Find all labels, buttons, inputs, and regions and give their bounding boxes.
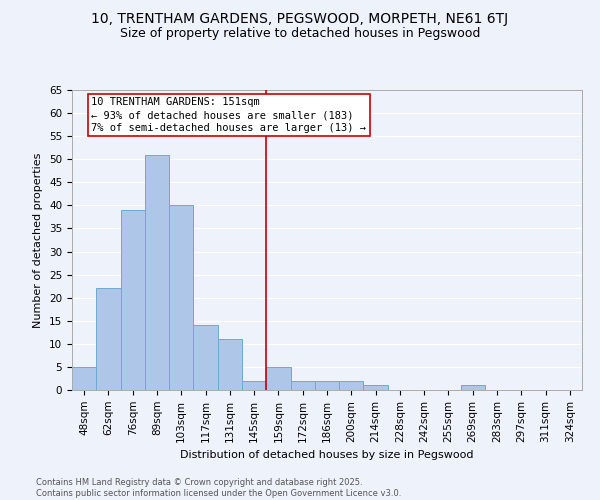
Bar <box>193 326 218 390</box>
Bar <box>315 381 339 390</box>
Y-axis label: Number of detached properties: Number of detached properties <box>34 152 43 328</box>
X-axis label: Distribution of detached houses by size in Pegswood: Distribution of detached houses by size … <box>180 450 474 460</box>
Text: Contains HM Land Registry data © Crown copyright and database right 2025.
Contai: Contains HM Land Registry data © Crown c… <box>36 478 401 498</box>
Bar <box>242 381 266 390</box>
Bar <box>169 206 193 390</box>
Bar <box>218 339 242 390</box>
Text: 10 TRENTHAM GARDENS: 151sqm
← 93% of detached houses are smaller (183)
7% of sem: 10 TRENTHAM GARDENS: 151sqm ← 93% of det… <box>91 97 367 134</box>
Bar <box>121 210 145 390</box>
Text: 10, TRENTHAM GARDENS, PEGSWOOD, MORPETH, NE61 6TJ: 10, TRENTHAM GARDENS, PEGSWOOD, MORPETH,… <box>91 12 509 26</box>
Bar <box>290 381 315 390</box>
Bar <box>72 367 96 390</box>
Bar <box>339 381 364 390</box>
Bar <box>461 386 485 390</box>
Bar <box>96 288 121 390</box>
Text: Size of property relative to detached houses in Pegswood: Size of property relative to detached ho… <box>120 28 480 40</box>
Bar <box>145 154 169 390</box>
Bar <box>364 386 388 390</box>
Bar <box>266 367 290 390</box>
